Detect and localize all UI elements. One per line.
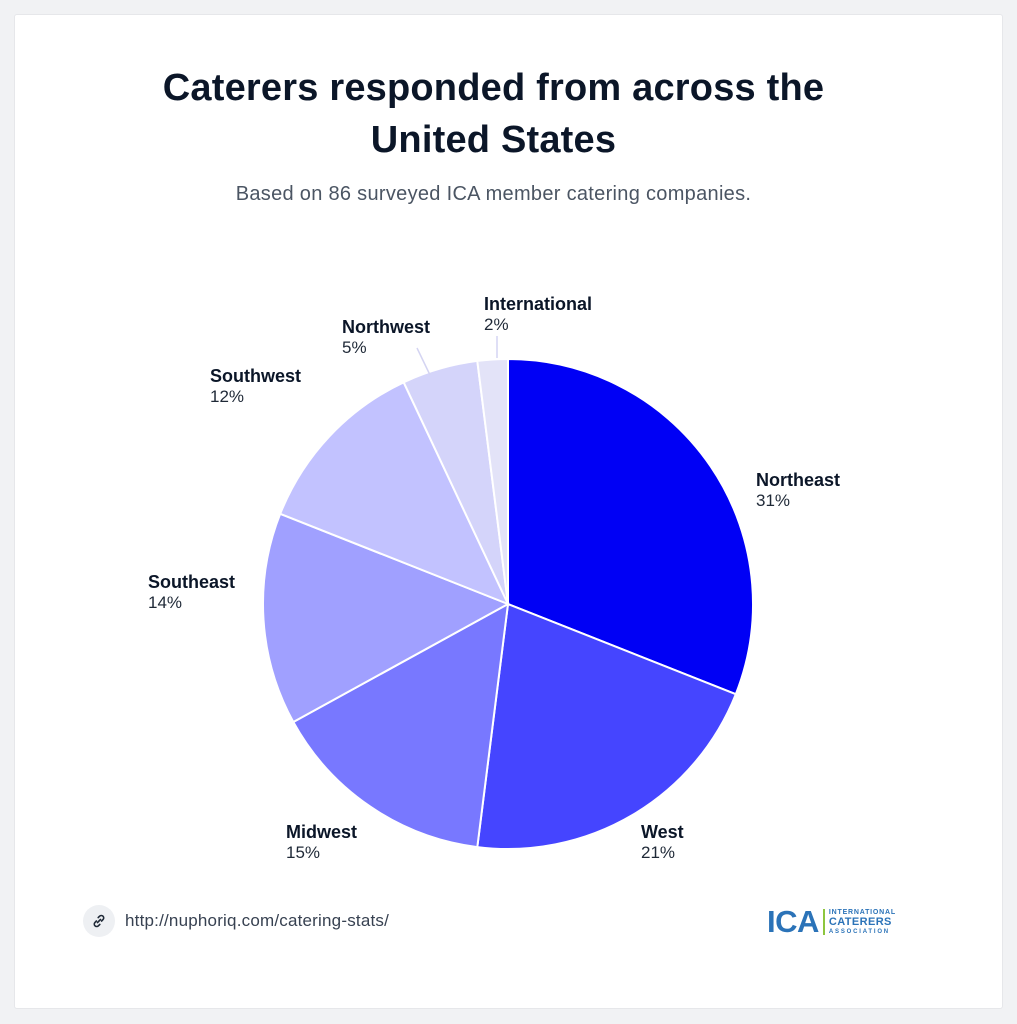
ica-logo-mark: ICA [767, 904, 819, 939]
ica-logo: ICA INTERNATIONAL CATERERS ASSOCIATION [767, 905, 896, 939]
slice-value-northwest: 5% [342, 338, 367, 357]
slice-label-southwest: Southwest [210, 366, 301, 386]
pie-slice-southeast [262, 512, 511, 724]
source-link[interactable]: http://nuphoriq.com/catering-stats/ [83, 905, 389, 937]
pie-slice-southwest [278, 380, 510, 606]
ica-logo-line3: ASSOCIATION [828, 929, 890, 935]
slice-label-northeast: Northeast [756, 470, 840, 490]
chart-title: Caterers responded from across the Unite… [0, 62, 987, 166]
slice-value-international: 2% [484, 315, 509, 334]
slice-label-international: International [484, 294, 592, 314]
slice-label-west: West [641, 822, 684, 842]
slice-value-west: 21% [641, 843, 675, 862]
ica-logo-line1: INTERNATIONAL [828, 909, 896, 916]
slice-label-midwest: Midwest [286, 822, 357, 842]
chart-subtitle: Based on 86 surveyed ICA member catering… [235, 183, 752, 205]
ica-logo-line2: CATERERS [828, 916, 892, 928]
chart-title-line1: Caterers responded from across the [162, 67, 825, 109]
pie-slice-northeast [507, 357, 754, 696]
slice-value-southeast: 14% [148, 593, 182, 612]
ica-logo-divider [822, 909, 825, 935]
slice-label-northwest: Northwest [342, 317, 430, 337]
source-link-text[interactable]: http://nuphoriq.com/catering-stats/ [125, 911, 390, 930]
ica-logo-wordmark: INTERNATIONAL CATERERS ASSOCIATION [829, 909, 896, 935]
slice-value-northeast: 31% [756, 491, 790, 510]
chart-title-line2: United States [370, 119, 617, 161]
slice-value-midwest: 15% [286, 843, 320, 862]
slice-value-southwest: 12% [210, 387, 244, 406]
pie-slice-west [476, 602, 738, 850]
slice-label-southeast: Southeast [148, 572, 235, 592]
link-icon [83, 905, 115, 937]
pie-slice-international [476, 357, 509, 605]
leader-line-northwest [416, 347, 431, 376]
pie-slice-midwest [291, 602, 510, 849]
